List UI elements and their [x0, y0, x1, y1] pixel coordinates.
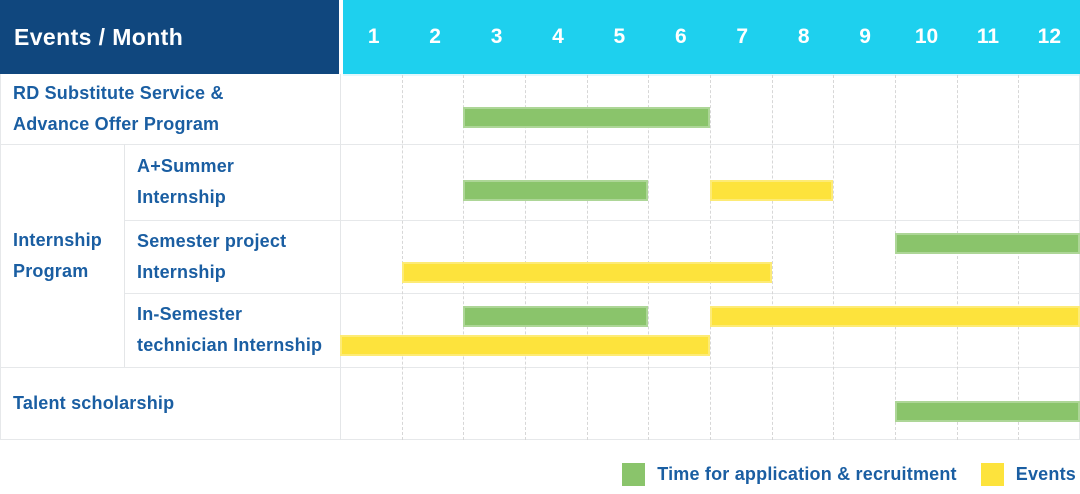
gantt-bar-recruitment	[895, 233, 1080, 254]
label-chart-divider	[340, 74, 341, 440]
legend-item-recruitment: Time for application & recruitment	[622, 462, 957, 486]
row-label-talent-scholarship: Talent scholarship	[13, 367, 333, 440]
gantt-bar-recruitment	[463, 306, 649, 327]
row-label-semester-project-internship: Semester project Internship	[137, 220, 337, 293]
month-label: 9	[859, 25, 871, 48]
month-header-underline	[343, 74, 1080, 76]
month-label: 2	[429, 25, 441, 48]
row-label-line: Internship	[137, 261, 227, 282]
month-label: 12	[1037, 25, 1062, 48]
month-label: 6	[674, 25, 687, 48]
gantt-bar-event	[710, 306, 1080, 327]
group-sublabel-divider	[124, 144, 125, 367]
gantt-bar-event	[340, 334, 710, 356]
month-label: 1	[367, 25, 380, 48]
month-gridline	[710, 75, 711, 440]
month-gridline	[525, 75, 526, 440]
month-label: 5	[613, 25, 626, 48]
row-label-line: Semester project	[137, 230, 287, 251]
month-label: 10	[914, 25, 939, 48]
legend-label: Time for application & recruitment	[657, 463, 957, 484]
legend-item-events: Events	[980, 462, 1076, 486]
legend-swatch-recruitment	[622, 462, 646, 486]
month-label: 3	[490, 25, 503, 48]
month-gridline	[648, 75, 650, 440]
month-gridline	[895, 75, 896, 440]
row-label-line: A+Summer	[137, 156, 235, 176]
legend-swatch-event	[980, 462, 1004, 486]
row-label-a-summer-internship: A+Summer Internship	[137, 144, 337, 220]
events-month-header-label: Events / Month	[14, 23, 184, 50]
row-label-line: RD Substitute Service &	[13, 83, 224, 103]
legend-label: Events	[1015, 463, 1076, 484]
row-label-rd-substitute: RD Substitute Service & Advance Offer Pr…	[13, 74, 333, 144]
gantt-bar-event	[710, 179, 834, 201]
row-label-line: Advance Offer Program	[13, 114, 220, 134]
row-separator	[0, 367, 1080, 368]
month-label: 11	[976, 25, 1000, 48]
month-gridline	[771, 75, 773, 440]
month-gridline	[586, 75, 588, 440]
group-label-line: Program	[13, 260, 89, 281]
row-separator	[0, 144, 1080, 145]
month-gridline	[1018, 75, 1020, 440]
gantt-bar-recruitment	[463, 106, 710, 128]
month-gridline	[833, 75, 835, 440]
gantt-bar-recruitment	[895, 401, 1080, 423]
row-label-in-semester-technician-internship: In-Semester technician Internship	[137, 293, 337, 367]
legend: Time for application & recruitment Event…	[0, 440, 1080, 494]
group-label-line: Internship	[13, 229, 103, 250]
month-label: 7	[736, 25, 749, 48]
row-label-line: technician Internship	[137, 335, 323, 355]
month-header-row: 1 2 3 4 5 6 7 8 9 10 11 12	[343, 0, 1080, 74]
events-month-header: Events / Month	[0, 0, 339, 74]
row-label-line: Internship	[137, 187, 227, 207]
row-label-line: Talent scholarship	[13, 393, 175, 413]
month-label: 8	[797, 25, 810, 48]
row-separator	[124, 293, 1080, 294]
row-label-line: In-Semester	[137, 304, 243, 324]
gantt-bar-recruitment	[463, 179, 649, 201]
gantt-bar-event	[401, 261, 772, 283]
group-label-internship-program: Internship Program	[13, 144, 118, 367]
row-separator	[124, 220, 1080, 221]
month-label: 4	[552, 25, 564, 48]
month-gridline	[463, 75, 465, 440]
month-gridline	[401, 75, 403, 440]
month-gridline	[956, 75, 958, 440]
